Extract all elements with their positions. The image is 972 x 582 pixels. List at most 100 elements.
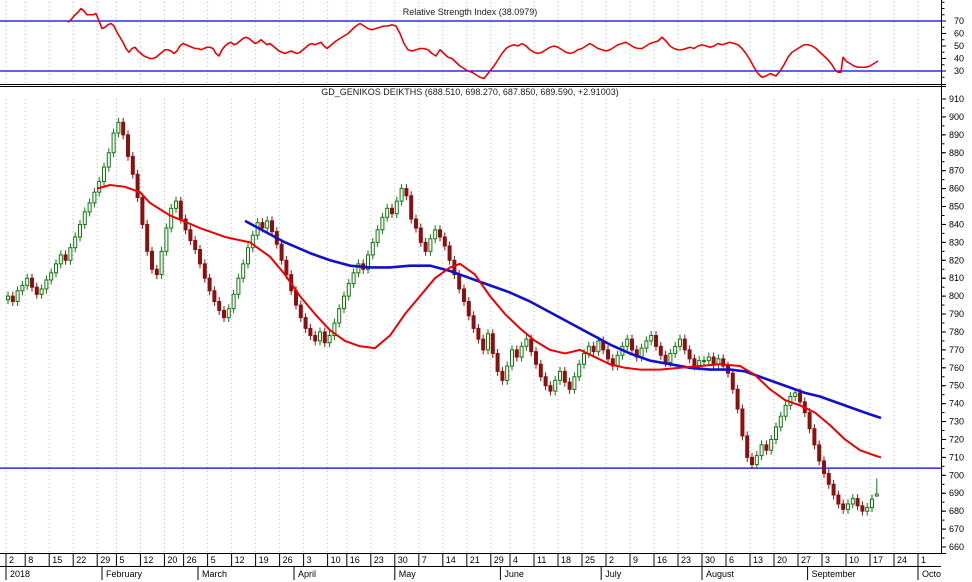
y-axis-label: 900 xyxy=(949,112,964,122)
candle-down xyxy=(836,494,841,505)
candle-down xyxy=(476,327,481,340)
candle-up xyxy=(346,283,351,297)
candle-down xyxy=(812,428,817,446)
candle-down xyxy=(471,315,476,329)
candle-down xyxy=(270,220,274,233)
y-axis-label: 40 xyxy=(954,54,964,64)
candle-down xyxy=(150,250,154,270)
candle-down xyxy=(130,155,135,175)
day-label: 7 xyxy=(422,555,427,565)
candle-down xyxy=(30,277,34,288)
candle-down xyxy=(212,290,217,302)
y-axis-label: 710 xyxy=(949,452,964,462)
y-axis-label: 660 xyxy=(949,542,964,552)
day-label: 1 xyxy=(921,555,926,565)
candle-up xyxy=(649,335,654,342)
day-label: 26 xyxy=(187,555,197,565)
y-axis-label: 690 xyxy=(949,488,964,498)
candle-down xyxy=(135,173,140,199)
candlesticks xyxy=(6,117,879,516)
candle-up xyxy=(874,493,879,497)
candle-up xyxy=(577,363,582,378)
candle-up xyxy=(174,200,178,209)
candle-down xyxy=(462,288,466,302)
candle-up xyxy=(87,202,92,213)
y-axis-label: 910 xyxy=(949,94,964,104)
candle-down xyxy=(658,345,663,356)
candle-up xyxy=(769,438,774,451)
candle-up xyxy=(318,331,322,342)
candle-down xyxy=(855,498,860,507)
month-label: October xyxy=(922,569,954,579)
candle-up xyxy=(82,211,87,225)
candle-down xyxy=(750,456,754,466)
candle-up xyxy=(49,272,54,281)
candle-up xyxy=(673,345,678,354)
y-axis-label: 680 xyxy=(949,506,964,516)
candle-down xyxy=(817,444,822,462)
candle-down xyxy=(298,304,303,319)
day-label: 15 xyxy=(52,555,62,565)
candle-down xyxy=(591,345,596,353)
candle-up xyxy=(246,247,250,265)
month-label: August xyxy=(706,569,735,579)
candle-up xyxy=(111,132,116,154)
candle-down xyxy=(567,381,572,390)
candle-up xyxy=(380,216,385,231)
candle-up xyxy=(399,188,404,202)
candle-up xyxy=(510,349,514,367)
candle-down xyxy=(562,370,567,383)
candle-down xyxy=(198,249,202,265)
candle-down xyxy=(534,351,538,365)
candle-down xyxy=(188,229,193,242)
candle-up xyxy=(433,229,438,240)
rsi-line xyxy=(67,7,879,80)
candle-down xyxy=(183,218,188,231)
day-label: 10 xyxy=(849,555,859,565)
candle-up xyxy=(366,254,370,270)
month-label: July xyxy=(605,569,622,579)
y-axis-label: 60 xyxy=(954,29,964,39)
candle-down xyxy=(260,222,265,229)
day-label: 3 xyxy=(825,555,830,565)
candle-up xyxy=(73,236,78,249)
y-axis-label: 810 xyxy=(949,273,964,283)
y-axis-label: 870 xyxy=(949,166,964,176)
candle-down xyxy=(217,300,222,311)
slow-moving-average xyxy=(244,219,882,420)
month-label: April xyxy=(298,569,316,579)
y-axis-label: 730 xyxy=(949,417,964,427)
candle-up xyxy=(783,404,788,417)
candle-up xyxy=(39,288,44,295)
fast-moving-average xyxy=(96,184,882,459)
y-axis-label: 800 xyxy=(949,291,964,301)
candle-up xyxy=(519,345,524,358)
day-label: 26 xyxy=(283,555,293,565)
day-label: 23 xyxy=(681,555,691,565)
y-axis-label: 830 xyxy=(949,237,964,247)
day-label: 27 xyxy=(801,555,811,565)
candle-down xyxy=(841,503,846,510)
candle-down xyxy=(663,354,668,363)
candle-up xyxy=(702,360,706,363)
month-label: May xyxy=(399,569,417,579)
candle-up xyxy=(169,207,174,229)
day-label: 2 xyxy=(9,555,14,565)
candle-down xyxy=(692,358,697,367)
y-axis: 70 60 50 40 30 910 900 890 880 870 860 850 840 830 820… xyxy=(941,0,964,553)
candle-down xyxy=(860,505,865,512)
candle-up xyxy=(394,200,399,215)
y-axis-label: 70 xyxy=(954,16,964,26)
day-label: 20 xyxy=(777,555,787,565)
candle-up xyxy=(793,392,798,397)
candle-up xyxy=(102,166,106,182)
rsi-gridlines xyxy=(5,2,919,84)
candle-up xyxy=(759,444,764,457)
day-label: 10 xyxy=(331,555,341,565)
y-axis-label: 700 xyxy=(949,470,964,480)
candle-up xyxy=(586,345,591,354)
candle-down xyxy=(682,338,687,351)
candle-up xyxy=(265,220,270,229)
candle-up xyxy=(524,338,529,347)
